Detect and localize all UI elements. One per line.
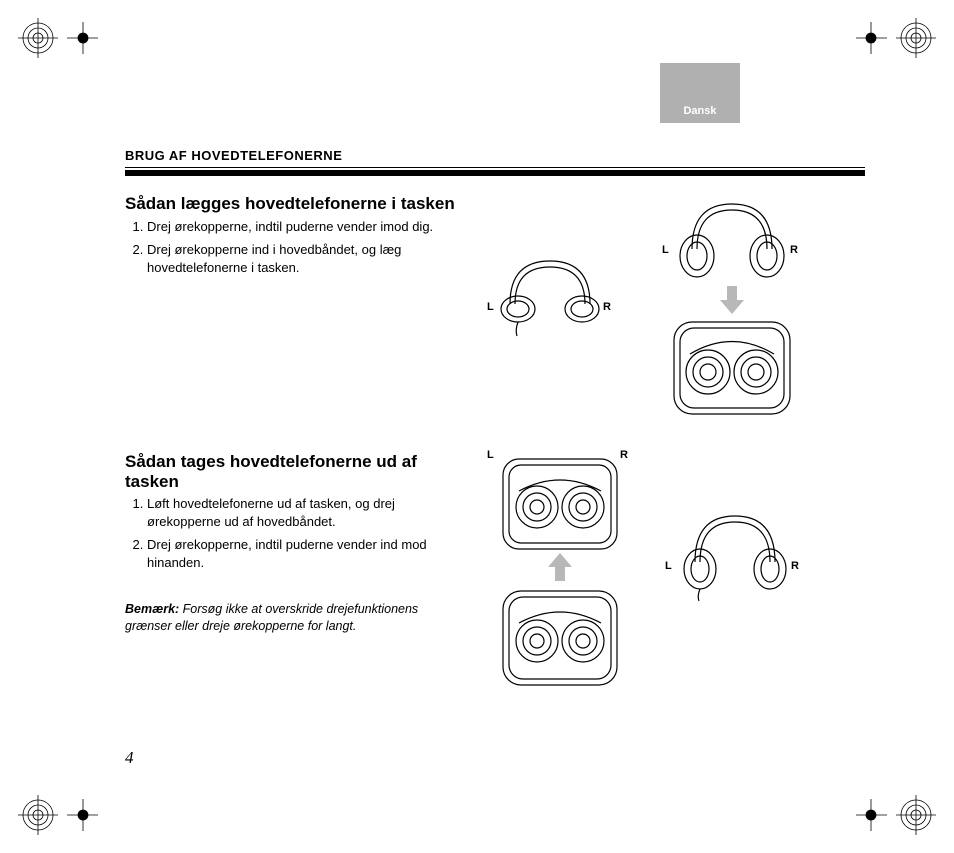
label-L: L	[665, 560, 672, 572]
heading-put-in-case: Sådan lægges hovedtelefonerne i tasken	[125, 194, 465, 214]
steps-put-in-case: Drej ørekopperne, indtil puderne vender …	[125, 218, 465, 277]
label-R: R	[791, 560, 799, 572]
label-L: L	[487, 449, 494, 461]
rule-thick	[125, 170, 865, 176]
step-item: Drej ørekopperne, indtil puderne vender …	[147, 536, 465, 571]
steps-take-out-case: Løft hovedtelefonerne ud af tasken, og d…	[125, 495, 465, 571]
figure-column: L R	[485, 194, 865, 635]
label-L: L	[662, 244, 669, 256]
label-R: R	[620, 449, 628, 461]
language-tab-label: Dansk	[683, 105, 716, 117]
label-R: R	[603, 301, 611, 313]
page-content: Brug af hovedtelefonerne Sådan lægges ho…	[125, 148, 865, 635]
figure-headphones-flat: L R	[485, 249, 615, 344]
heading-take-out-case: Sådan tages hovedtelefonerne ud af taske…	[125, 452, 465, 491]
step-item: Løft hovedtelefonerne ud af tasken, og d…	[147, 495, 465, 530]
rule-thin	[125, 167, 865, 168]
label-L: L	[487, 301, 494, 313]
figure-case-remove: L R	[485, 449, 635, 704]
label-R: R	[790, 244, 798, 256]
note-label: Bemærk:	[125, 602, 179, 616]
crop-mark-bl	[18, 795, 98, 835]
section-header: Brug af hovedtelefonerne	[125, 148, 865, 163]
figure-headphones-restored: L R	[665, 504, 805, 609]
step-item: Drej ørekopperne, indtil puderne vender …	[147, 218, 465, 236]
text-column: Sådan lægges hovedtelefonerne i tasken D…	[125, 194, 465, 635]
note: Bemærk: Forsøg ikke at overskride drejef…	[125, 601, 465, 635]
page-number: 4	[125, 748, 134, 768]
crop-mark-br	[856, 795, 936, 835]
step-item: Drej ørekopperne ind i hovedbåndet, og l…	[147, 241, 465, 276]
figure-headphones-to-case: L R	[650, 194, 815, 429]
crop-mark-tl	[18, 18, 98, 58]
crop-mark-tr	[856, 18, 936, 58]
language-tab: Dansk	[660, 63, 740, 123]
